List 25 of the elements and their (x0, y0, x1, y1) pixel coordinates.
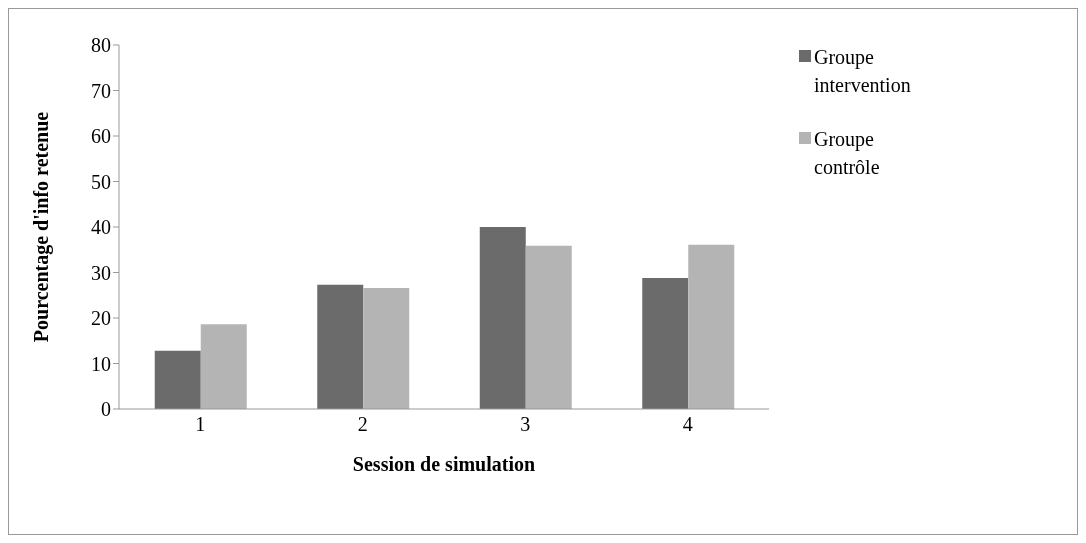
x-tick-label: 3 (520, 413, 531, 436)
bar (363, 287, 410, 409)
y-tick-label: 80 (91, 34, 111, 57)
bar (479, 227, 526, 409)
x-axis-title: Session de simulation (352, 453, 536, 475)
y-tick-label: 20 (91, 307, 111, 330)
y-tick-label: 30 (91, 261, 111, 284)
x-tick-label: 1 (195, 413, 206, 436)
y-tick-label: 60 (91, 125, 111, 148)
bar (200, 324, 247, 409)
x-tick-label: 2 (357, 413, 368, 436)
bar (154, 350, 201, 409)
legend-label: Groupe intervention (814, 45, 912, 98)
bar (642, 277, 689, 409)
bar (317, 284, 364, 409)
x-tick-label: 4 (682, 413, 693, 436)
bar (688, 244, 735, 409)
y-tick-label: 50 (91, 170, 111, 193)
bar (525, 245, 572, 409)
legend-label: Groupe contrôle (814, 127, 881, 180)
y-tick-label: 40 (91, 216, 111, 239)
y-tick-label: 70 (91, 79, 111, 102)
y-axis-title: Pourcentage d'info retenue (30, 111, 54, 343)
y-tick-label: 10 (91, 352, 111, 375)
y-tick-label: 0 (101, 398, 111, 421)
